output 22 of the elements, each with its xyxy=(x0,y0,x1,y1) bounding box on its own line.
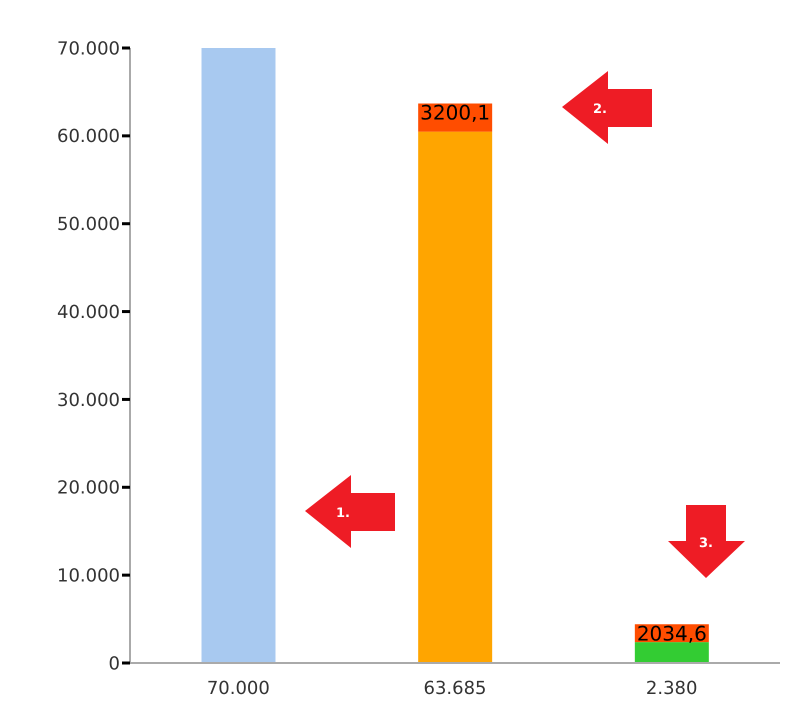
annotation: 1. xyxy=(336,506,350,521)
arrow-icon: 3. xyxy=(668,505,745,578)
y-tick-label: 0 xyxy=(108,653,120,674)
bar xyxy=(418,132,492,663)
data-label: 3200,1 xyxy=(420,100,490,125)
y-tick-label: 10.000 xyxy=(57,566,120,587)
y-tick-label: 20.000 xyxy=(57,478,120,499)
y-tick-label: 60.000 xyxy=(57,126,120,148)
y-tick-label: 30.000 xyxy=(57,390,120,411)
y-tick-label: 40.000 xyxy=(57,302,120,323)
arrow-icon: 1. xyxy=(305,475,395,548)
y-tick-label: 50.000 xyxy=(57,214,120,236)
x-tick-label: 63.685 xyxy=(424,678,486,699)
y-tick-label: 70.000 xyxy=(57,38,120,60)
bar xyxy=(634,642,709,663)
arrow-icon: 2. xyxy=(562,71,652,144)
bar xyxy=(202,48,276,663)
x-tick-label: 70.000 xyxy=(206,678,270,699)
data-label: 2034,6 xyxy=(636,621,707,646)
x-tick-label: 2.380 xyxy=(646,678,698,699)
annotation: 2. xyxy=(593,102,607,117)
annotation: 3. xyxy=(699,536,713,551)
